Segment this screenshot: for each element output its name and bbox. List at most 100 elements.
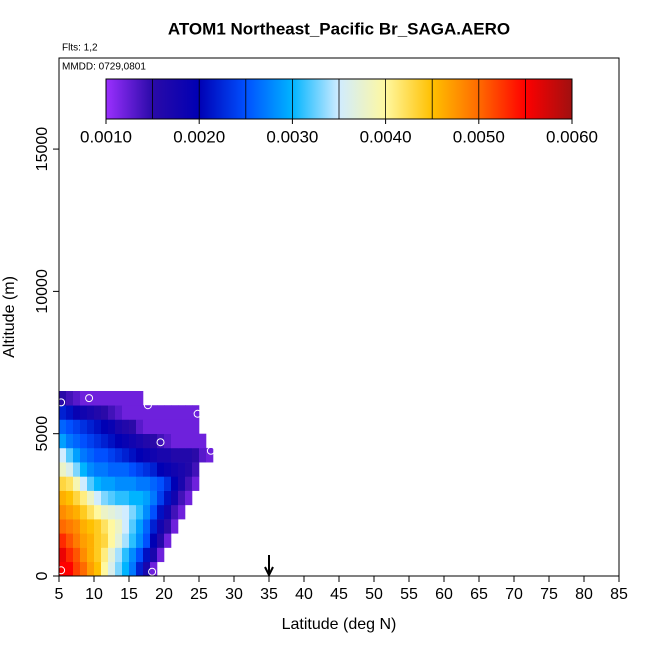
heat-cell [80, 476, 88, 491]
heat-cell [136, 462, 144, 477]
heat-cell [199, 447, 207, 463]
heat-cell [94, 490, 102, 506]
heat-cell [73, 547, 81, 563]
heat-cell [143, 405, 151, 420]
heat-cell [185, 447, 193, 463]
heat-cell [171, 405, 179, 420]
heat-cell [157, 519, 165, 534]
heat-cell [122, 490, 130, 506]
heat-cell [136, 405, 144, 420]
heat-cell [178, 447, 186, 463]
heat-cell [192, 405, 200, 420]
heat-cell [66, 519, 74, 534]
heat-cell [94, 391, 102, 406]
heat-cell [59, 391, 67, 406]
heat-cell [192, 462, 200, 477]
heat-cell [115, 561, 123, 577]
heat-cell [115, 504, 123, 520]
heat-cell [143, 504, 151, 520]
colorbar-tick-label: 0.0040 [360, 127, 412, 146]
heat-cell [59, 490, 67, 506]
heat-cell [66, 561, 74, 577]
heat-cell [80, 447, 88, 463]
heat-cell [178, 462, 186, 477]
heat-cell [66, 419, 74, 434]
heat-cell [150, 476, 158, 491]
heat-cell [59, 405, 67, 420]
heat-cell [59, 561, 67, 577]
heat-cell [94, 561, 102, 577]
heat-cell [192, 433, 200, 449]
heat-cell [136, 490, 144, 506]
heat-cell [94, 405, 102, 420]
heat-cell [178, 419, 186, 434]
heat-cell [192, 447, 200, 463]
heat-cell [66, 490, 74, 506]
heat-cell [157, 405, 165, 420]
heat-cell [59, 433, 67, 449]
heat-cell [66, 462, 74, 477]
x-tick-label: 25 [190, 586, 208, 603]
x-axis-label: Latitude (deg N) [282, 616, 397, 633]
heat-cell [59, 519, 67, 534]
heat-cell [185, 476, 193, 491]
heat-cell [122, 419, 130, 434]
heat-cell [178, 504, 186, 520]
heat-cell [150, 490, 158, 506]
heat-cell [73, 419, 81, 434]
sample-point [85, 394, 94, 403]
heat-cell [59, 533, 67, 548]
heat-cell [164, 504, 172, 520]
heat-cell [122, 447, 130, 463]
heat-cell [87, 419, 95, 434]
y-axis-label: Altitude (m) [1, 276, 18, 358]
heat-cell [66, 476, 74, 491]
heat-cell [101, 433, 109, 449]
heat-cell [150, 547, 158, 563]
heat-cell [129, 433, 137, 449]
heat-cell [115, 419, 123, 434]
heat-cell [101, 533, 109, 548]
heat-cell [150, 433, 158, 449]
sample-point [193, 409, 202, 418]
heat-cell [136, 447, 144, 463]
heat-cell [192, 476, 200, 491]
sample-point [206, 446, 215, 455]
heat-cell [73, 462, 81, 477]
x-tick-label: 35 [260, 586, 278, 603]
heat-cell [59, 447, 67, 463]
annotation: Flts: 1,2 [62, 43, 98, 54]
sample-point [148, 567, 157, 576]
heat-cell [164, 405, 172, 420]
heat-cell [87, 490, 95, 506]
heat-cell [157, 533, 165, 548]
heat-cell [66, 533, 74, 548]
heat-cell [94, 476, 102, 491]
heat-cell [87, 476, 95, 491]
sample-point [57, 566, 66, 575]
x-tick-label: 5 [55, 586, 64, 603]
heat-cell [164, 447, 172, 463]
heat-cell [185, 490, 193, 506]
colorbar-tick-label: 0.0020 [173, 127, 225, 146]
x-tick-label: 45 [330, 586, 348, 603]
heat-cell [108, 447, 116, 463]
heat-cell [143, 462, 151, 477]
heat-cell [157, 547, 165, 563]
heat-cell [171, 504, 179, 520]
heat-cell [66, 405, 74, 420]
heat-cell [206, 447, 214, 463]
colorbar-tick-label: 0.0050 [453, 127, 505, 146]
heat-cell [73, 476, 81, 491]
heat-cell [59, 462, 67, 477]
heat-cell [171, 433, 179, 449]
heat-cell [192, 419, 200, 434]
heat-cell [129, 533, 137, 548]
x-tick-label: 65 [470, 586, 488, 603]
heat-cell [129, 490, 137, 506]
heat-cell [87, 462, 95, 477]
heat-cell [101, 462, 109, 477]
heat-cell [80, 561, 88, 577]
heat-cell [143, 490, 151, 506]
